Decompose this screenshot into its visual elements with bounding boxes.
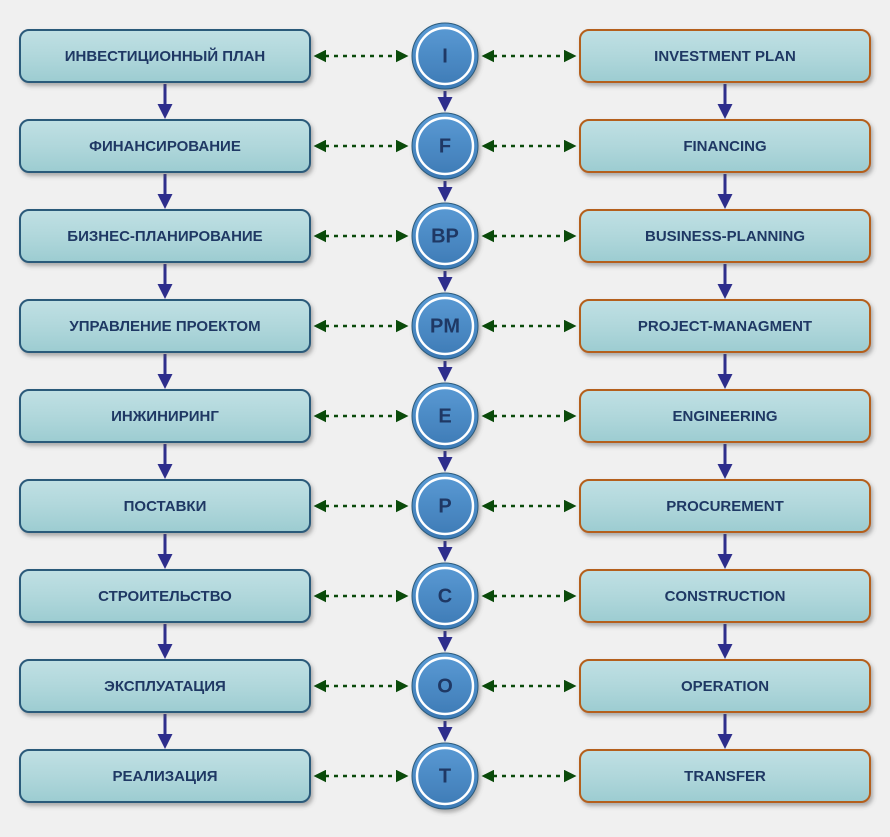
left-label-6: СТРОИТЕЛЬСТВО (98, 588, 232, 605)
shapes-layer: ИНВЕСТИЦИОННЫЙ ПЛАН INVESTMENT PLAN I ФИНАН… (20, 23, 870, 809)
center-code-1: F (439, 135, 451, 157)
left-label-0: ИНВЕСТИЦИОННЫЙ ПЛАН (65, 47, 266, 65)
right-label-0: INVESTMENT PLAN (654, 48, 796, 65)
center-code-6: C (438, 585, 452, 607)
center-code-3: PM (430, 315, 460, 337)
left-label-8: РЕАЛИЗАЦИЯ (112, 768, 217, 785)
center-code-5: P (438, 495, 451, 517)
diagram-canvas: ИНВЕСТИЦИОННЫЙ ПЛАН INVESTMENT PLAN I ФИНАН… (0, 0, 890, 837)
center-code-2: BP (431, 225, 459, 247)
right-label-1: FINANCING (683, 138, 766, 155)
right-label-5: PROCUREMENT (666, 498, 784, 515)
left-label-7: ЭКСПЛУАТАЦИЯ (104, 678, 226, 695)
center-code-0: I (442, 45, 448, 67)
left-label-5: ПОСТАВКИ (124, 498, 207, 515)
right-label-6: CONSTRUCTION (665, 588, 786, 605)
right-label-3: PROJECT-MANAGMENT (638, 318, 812, 335)
left-label-4: ИНЖИНИРИНГ (111, 408, 219, 425)
left-label-3: УПРАВЛЕНИЕ ПРОЕКТОМ (69, 318, 260, 335)
left-label-2: БИЗНЕС-ПЛАНИРОВАНИЕ (67, 228, 262, 245)
right-label-2: BUSINESS-PLANNING (645, 228, 805, 245)
center-code-7: O (437, 675, 453, 697)
center-code-8: T (439, 765, 451, 787)
right-label-7: OPERATION (681, 678, 769, 695)
left-label-1: ФИНАНСИРОВАНИЕ (89, 138, 241, 155)
center-code-4: E (438, 405, 451, 427)
right-label-4: ENGINEERING (672, 408, 777, 425)
right-label-8: TRANSFER (684, 768, 766, 785)
